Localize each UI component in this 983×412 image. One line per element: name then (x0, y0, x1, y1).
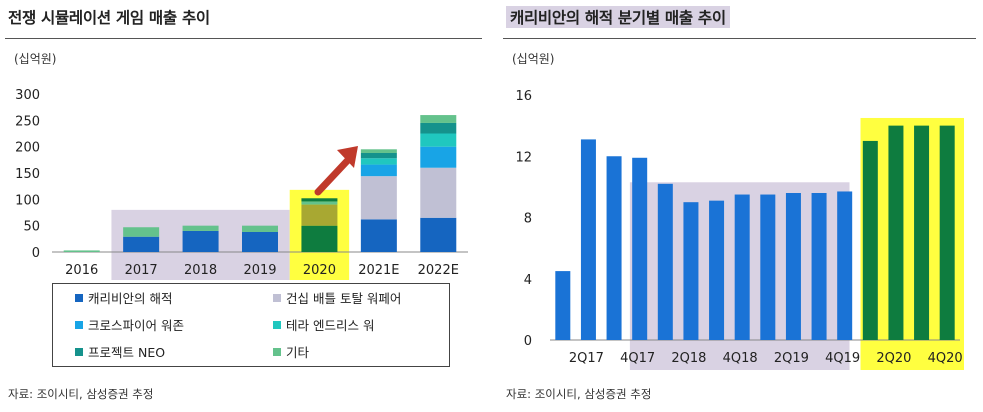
bar-2019-seg-5 (242, 225, 278, 232)
legend-label: 프로젝트 NEO (88, 345, 166, 360)
bar-2022E-seg-4 (420, 122, 457, 134)
bar-2018-seg-0 (182, 230, 219, 252)
left-source-note: 자료: 조이시티, 삼성증권 추정 (8, 387, 154, 401)
bar-2021E-seg-5 (360, 149, 397, 153)
bar-3Q17 (606, 156, 622, 340)
x-tick-label: 4Q18 (723, 351, 758, 366)
x-tick-label: 4Q17 (620, 351, 655, 366)
bar-2018-seg-5 (182, 225, 219, 231)
legend-item: 테라 엔드리스 워 (273, 315, 374, 334)
x-tick-label: 2018 (184, 263, 217, 278)
legend-item: 캐리비안의 해적 (75, 288, 172, 307)
legend-swatch (75, 347, 83, 356)
legend-label: 테라 엔드리스 워 (286, 318, 375, 333)
legend-swatch (75, 320, 83, 329)
bar-2017-seg-0 (123, 236, 160, 252)
bar-3Q20 (914, 125, 930, 340)
bar-2020-seg-1 (301, 204, 338, 226)
bar-2Q19 (785, 193, 801, 340)
x-tick-label: 2Q18 (671, 351, 706, 366)
bar-3Q19 (811, 193, 827, 340)
x-tick-label: 2Q17 (569, 351, 604, 366)
legend-label: 기타 (286, 345, 310, 360)
bar-3Q18 (709, 200, 725, 340)
bar-4Q17 (632, 157, 648, 340)
growth-arrow-shaft (314, 156, 352, 196)
x-tick-label: 4Q20 (928, 351, 963, 366)
x-tick-label: 2021E (358, 263, 399, 278)
x-tick-label: 2Q19 (774, 351, 809, 366)
bar-2Q20 (888, 125, 904, 340)
bar-2Q17 (580, 139, 596, 340)
bar-2022E-seg-0 (420, 217, 457, 252)
bar-2022E-seg-5 (420, 115, 457, 123)
bar-1Q20 (862, 140, 878, 340)
y-tick-label: 16 (515, 89, 532, 104)
bar-2019-seg-0 (242, 231, 278, 252)
bar-2021E-seg-3 (360, 158, 397, 165)
x-tick-label: 2022E (418, 263, 459, 278)
bar-2021E-seg-4 (360, 152, 397, 159)
right-unit-label: (십억원) (512, 52, 555, 66)
legend-swatch (273, 320, 281, 329)
x-tick-label: 2016 (65, 263, 98, 278)
legend-label: 캐리비안의 해적 (88, 291, 173, 306)
bar-2022E-seg-2 (420, 146, 457, 168)
bar-2021E-seg-2 (360, 164, 397, 177)
legend-label: 건십 배틀 토탈 워페어 (286, 291, 402, 306)
bar-2021E-seg-0 (360, 219, 397, 252)
right-quarterly-bar-chart: 0 4 8 12 16 2Q17 4Q17 2Q18 4Q18 2Q19 4Q19 2Q20 4Q20 (515, 89, 964, 370)
right-chart-title: 캐리비안의 해적 분기별 매출 추이 (506, 6, 730, 28)
bar-2022E-seg-1 (420, 167, 457, 218)
left-chart-title: 전쟁 시뮬레이션 게임 매출 추이 (8, 9, 210, 27)
bar-2020-seg-2 (301, 201, 338, 205)
legend-swatch (273, 293, 281, 302)
bar-1Q19 (760, 194, 776, 340)
right-title-rule (503, 38, 976, 39)
growth-arrow-head (337, 146, 358, 168)
bar-2022E-seg-3 (420, 133, 457, 147)
y-tick-label: 12 (515, 150, 532, 165)
left-unit-label: (십억원) (14, 52, 57, 66)
bar-1Q18 (657, 183, 673, 340)
bar-2Q18 (683, 202, 699, 340)
x-tick-label: 2Q20 (876, 351, 911, 366)
y-tick-label: 250 (15, 114, 40, 129)
bar-4Q20 (939, 125, 955, 340)
legend-item: 기타 (273, 342, 309, 361)
right-source-note: 자료: 조이시티, 삼성증권 추정 (506, 387, 652, 401)
bar-2020-seg-3 (301, 198, 338, 202)
x-tick-label: 2020 (303, 263, 336, 278)
y-tick-label: 150 (15, 167, 40, 182)
y-tick-label: 8 (524, 212, 532, 227)
y-tick-label: 0 (32, 246, 40, 261)
y-tick-label: 0 (524, 334, 532, 349)
bar-2016-seg-5 (63, 250, 100, 252)
legend-swatch (273, 347, 281, 356)
legend-item: 크로스파이어 워존 (75, 315, 184, 334)
left-stacked-bar-chart: 0 50 100 150 200 250 300 2016 2017 2018 2019 2020 20… (15, 88, 468, 280)
legend-label: 크로스파이어 워존 (88, 318, 184, 333)
bar-2020-seg-0 (301, 225, 338, 252)
x-tick-label: 2019 (243, 263, 276, 278)
x-tick-label: 4Q19 (825, 351, 860, 366)
bar-1Q17 (555, 271, 571, 340)
legend-swatch (75, 293, 83, 302)
bar-2017-seg-5 (123, 227, 160, 237)
x-tick-label: 2017 (125, 263, 158, 278)
bar-4Q18 (734, 194, 750, 340)
y-tick-label: 100 (15, 193, 40, 208)
y-tick-label: 50 (23, 220, 40, 235)
bar-2021E-seg-1 (360, 176, 397, 220)
bar-4Q19 (837, 191, 853, 340)
y-tick-label: 200 (15, 141, 40, 156)
y-tick-label: 4 (524, 273, 532, 288)
left-title-rule (5, 38, 482, 39)
y-tick-label: 300 (15, 88, 40, 103)
legend-item: 건십 배틀 토탈 워페어 (273, 288, 401, 307)
legend-item: 프로젝트 NEO (75, 342, 165, 361)
